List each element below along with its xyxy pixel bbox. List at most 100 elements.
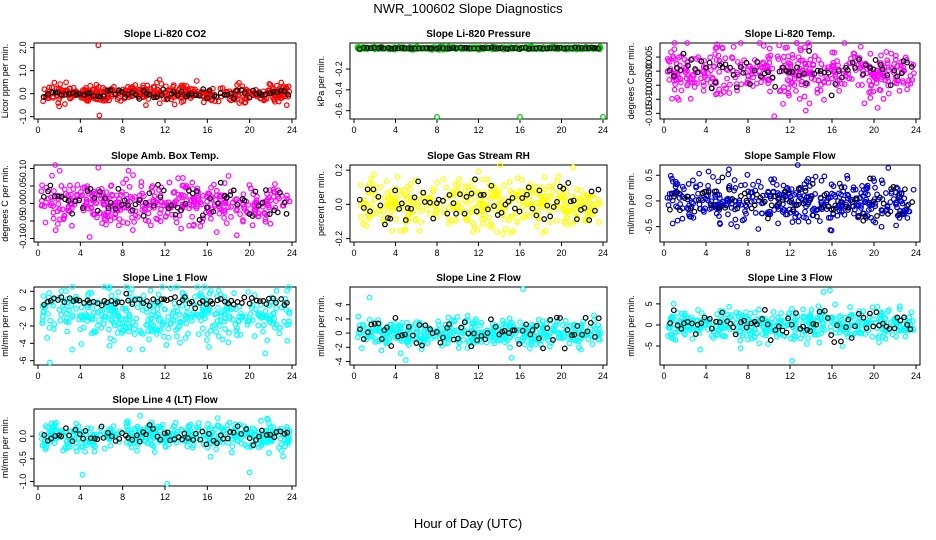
data-point — [283, 102, 290, 109]
data-point — [818, 177, 825, 184]
data-point — [841, 211, 848, 218]
reference-point — [122, 94, 128, 101]
y-tick-label: 5 — [644, 301, 654, 306]
data-point — [792, 214, 799, 220]
x-tick-label: 8 — [120, 248, 125, 258]
data-point — [814, 89, 821, 96]
reference-point — [523, 321, 529, 328]
data-point — [215, 305, 221, 311]
reference-point — [427, 199, 433, 206]
reference-point — [879, 66, 886, 73]
data-point — [416, 319, 423, 326]
data-point — [129, 214, 135, 221]
data-point — [107, 335, 114, 342]
data-point — [166, 87, 173, 93]
data-point — [195, 331, 202, 337]
data-point — [58, 311, 65, 318]
data-point — [240, 217, 246, 223]
x-tick-label: 4 — [78, 492, 83, 502]
reference-point — [524, 191, 530, 198]
data-point — [734, 223, 740, 230]
reference-point — [839, 74, 845, 81]
data-point — [803, 178, 810, 185]
data-point — [700, 64, 707, 70]
panel-title: Slope Li-820 Temp. — [745, 29, 836, 40]
data-point — [739, 332, 746, 339]
reference-point — [491, 203, 497, 210]
x-tick-label: 24 — [911, 248, 921, 258]
data-point — [897, 208, 904, 215]
reference-point — [136, 95, 143, 102]
data-point — [873, 80, 880, 87]
reference-point — [365, 329, 371, 336]
data-point — [770, 179, 776, 186]
y-tick-label: 0.00 — [18, 195, 28, 213]
data-point — [792, 317, 799, 324]
data-point — [879, 180, 886, 187]
data-point — [501, 182, 507, 189]
reference-point — [40, 94, 47, 100]
data-point — [154, 86, 161, 93]
reference-point — [364, 45, 371, 51]
data-point — [92, 211, 98, 218]
data-point — [734, 87, 740, 94]
reference-point — [560, 185, 567, 192]
data-point — [365, 189, 372, 196]
y-tick-label: -4 — [334, 357, 344, 365]
data-point — [562, 317, 569, 324]
data-point — [760, 324, 767, 331]
reference-point — [904, 202, 911, 209]
data-point — [772, 329, 779, 336]
data-point — [39, 313, 46, 320]
reference-point — [884, 72, 891, 79]
reference-point — [536, 335, 542, 342]
data-point — [516, 338, 523, 345]
data-point — [270, 424, 277, 431]
data-point — [793, 210, 800, 217]
data-point — [863, 184, 870, 190]
data-point — [670, 53, 676, 60]
data-point — [65, 204, 72, 211]
x-tick-label: 8 — [745, 248, 750, 258]
reference-point — [118, 202, 125, 208]
data-point — [781, 58, 787, 65]
data-point — [116, 315, 123, 322]
data-point — [788, 306, 795, 312]
data-point — [85, 290, 92, 296]
data-point — [741, 216, 748, 223]
data-point — [508, 355, 515, 361]
data-point — [819, 321, 826, 327]
data-point — [869, 304, 876, 311]
data-point — [677, 201, 684, 207]
reference-point — [143, 90, 150, 97]
data-point — [725, 171, 732, 178]
data-point — [163, 200, 170, 206]
data-point — [63, 318, 69, 325]
data-point — [93, 81, 100, 88]
reference-point — [150, 202, 157, 209]
reference-point — [153, 94, 160, 101]
reference-point — [200, 86, 207, 93]
data-point — [368, 175, 374, 182]
data-point — [392, 321, 398, 327]
data-point — [260, 328, 266, 335]
data-point — [799, 57, 806, 64]
data-point — [498, 195, 504, 202]
data-point — [191, 196, 197, 203]
y-tick-label: -1.0 — [18, 474, 28, 490]
reference-point — [706, 59, 713, 66]
reference-point — [860, 71, 867, 78]
reference-point — [175, 92, 181, 99]
reference-point — [230, 187, 237, 194]
data-point — [570, 164, 577, 171]
data-point — [796, 96, 803, 102]
reference-point — [246, 94, 253, 101]
data-point — [866, 78, 873, 84]
y-tick-label: 0 — [644, 322, 654, 327]
x-tick-label: 20 — [556, 125, 566, 135]
data-point — [802, 107, 809, 114]
data-point — [128, 286, 135, 292]
data-point — [809, 176, 816, 183]
data-point — [753, 330, 760, 337]
reference-point — [410, 332, 416, 339]
